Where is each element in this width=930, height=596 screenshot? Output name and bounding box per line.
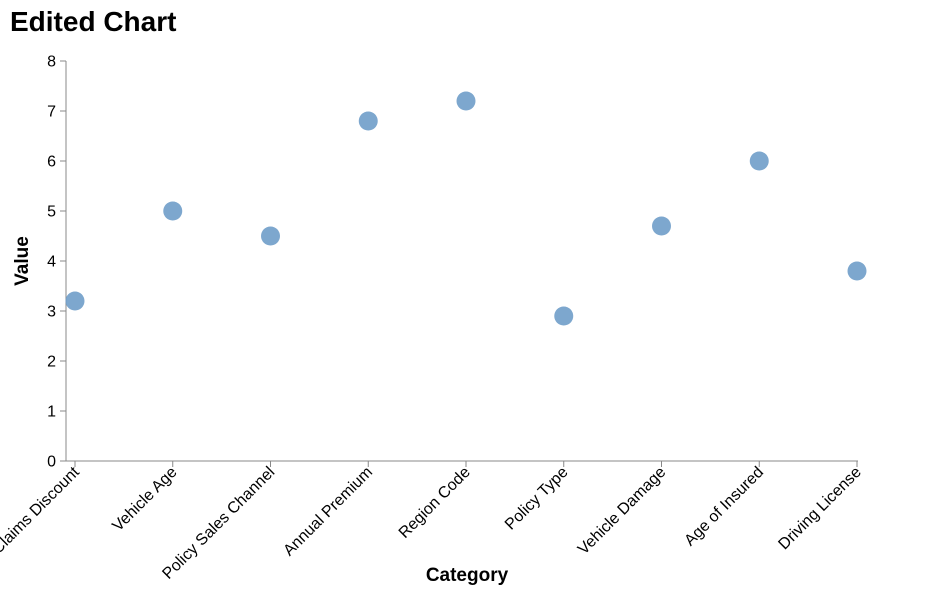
x-tick-label: Policy Type (502, 464, 572, 534)
x-tick-label: Annual Premium (280, 464, 376, 560)
data-point[interactable] (65, 291, 85, 311)
y-tick-label: 0 (47, 454, 56, 471)
x-axis-title: Category (426, 565, 509, 586)
data-point[interactable] (554, 306, 574, 326)
data-point[interactable] (749, 151, 769, 171)
y-tick-label: 1 (47, 404, 56, 421)
x-tick-label: No Claims Discount (0, 463, 83, 575)
x-tick-label: Vehicle Damage (575, 464, 669, 558)
y-axis-title: Value (12, 236, 33, 286)
chart-title: Edited Chart (10, 6, 177, 37)
data-points (65, 91, 867, 326)
data-point[interactable] (652, 216, 671, 236)
y-tick-label: 7 (47, 104, 56, 121)
data-point[interactable] (847, 261, 867, 281)
y-tick-label: 2 (47, 354, 56, 371)
x-tick-label: Driving License (775, 464, 864, 553)
x-tick-label: Age of Insured (681, 464, 767, 550)
data-point[interactable] (358, 111, 378, 131)
data-point[interactable] (456, 91, 476, 111)
y-tick-label: 4 (47, 254, 56, 271)
x-tick-label: Region Code (396, 464, 474, 542)
x-tick-label: Policy Sales Channel (159, 464, 278, 583)
y-tick-label: 8 (47, 54, 56, 71)
y-tick-label: 5 (47, 204, 56, 221)
y-axis: 0 1 2 3 4 5 6 7 8 (47, 54, 67, 471)
data-point[interactable] (163, 201, 183, 221)
y-tick-label: 6 (47, 154, 56, 171)
data-point[interactable] (261, 226, 280, 246)
x-tick-label: Vehicle Age (109, 464, 180, 535)
y-tick-label: 3 (47, 304, 56, 321)
